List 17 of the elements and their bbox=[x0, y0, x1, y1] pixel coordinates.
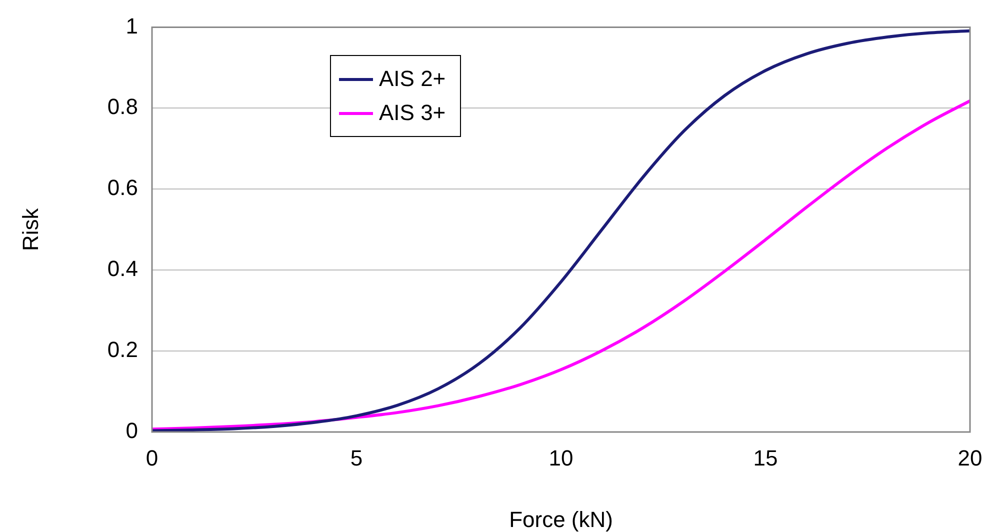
y-axis-title: Risk bbox=[18, 207, 43, 251]
x-tick-label: 10 bbox=[548, 445, 574, 470]
x-tick-label: 5 bbox=[350, 445, 363, 470]
line-series bbox=[152, 99, 970, 431]
x-tick-label: 20 bbox=[958, 445, 982, 470]
x-tick-label: 0 bbox=[146, 445, 158, 470]
line-series bbox=[152, 29, 970, 432]
y-tick-label: 1 bbox=[126, 13, 138, 38]
y-tick-label: 0.6 bbox=[107, 175, 138, 200]
y-tick-label: 0.2 bbox=[107, 337, 138, 362]
x-tick-label: 15 bbox=[753, 445, 778, 470]
legend-label: AIS 2+ bbox=[379, 66, 446, 92]
legend-label: AIS 3+ bbox=[379, 100, 446, 126]
x-axis-title: Force (kN) bbox=[509, 507, 613, 532]
y-tick-label: 0 bbox=[126, 418, 138, 444]
y-tick-label: 0.4 bbox=[107, 256, 138, 282]
y-tick-label: 0.8 bbox=[107, 94, 138, 120]
